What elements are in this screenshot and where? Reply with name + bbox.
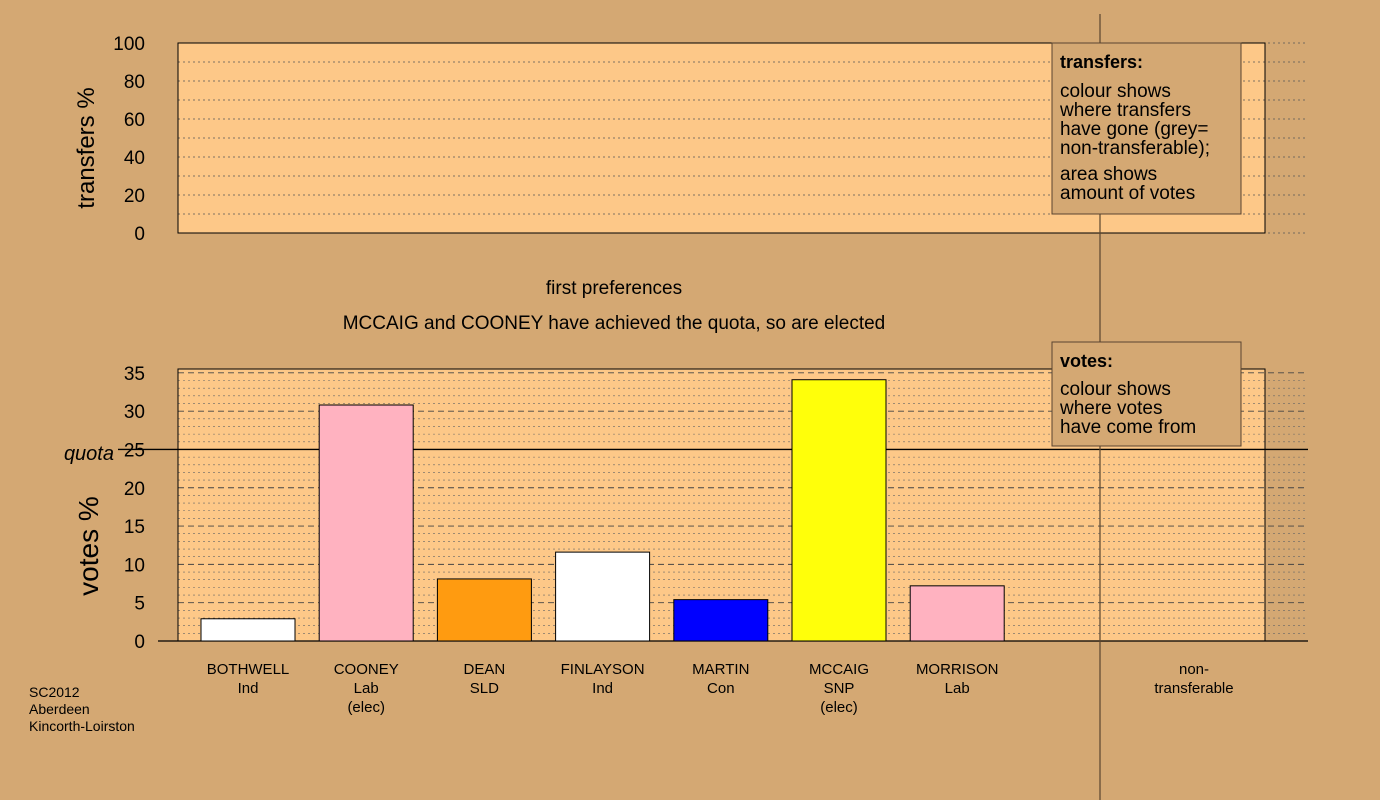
votes-plot-border <box>177 368 1266 642</box>
votes-tick-label: 0 <box>134 632 145 653</box>
quota-label: quota <box>64 443 114 465</box>
stage-subtitle: MCCAIG and COONEY have achieved the quot… <box>343 313 886 334</box>
transfers-legend-title: transfers: <box>1060 52 1143 72</box>
votes-tick-label: 5 <box>134 594 145 615</box>
candidate-name: COONEY <box>334 661 399 678</box>
transfers-legend-line: non-transferable); <box>1060 138 1210 159</box>
votes-legend-line: colour shows <box>1060 379 1171 400</box>
bar-martin <box>673 599 769 642</box>
footer-ward: Kincorth-Loirston <box>29 718 135 734</box>
candidate-name: FINLAYSON <box>561 661 645 678</box>
votes-bars <box>200 379 1005 642</box>
votes-legend-box <box>1051 341 1242 447</box>
transfers-tick-label: 100 <box>113 34 145 55</box>
transfers-y-axis-label: transfers % <box>73 87 100 208</box>
candidate-party: SLD <box>470 680 499 697</box>
transfers-plot-border <box>177 42 1266 234</box>
candidate-labels: BOTHWELL Ind COONEY Lab (elec) DEAN SLD FINLAYS… <box>207 661 999 716</box>
transfers-legend-line: have gone (grey= <box>1060 119 1208 140</box>
candidate-party: Lab <box>354 680 379 697</box>
votes-tick-label: 15 <box>124 517 145 538</box>
candidate-party: Con <box>707 680 735 697</box>
votes-tick-label: 25 <box>124 440 145 461</box>
transfers-legend-line: area shows <box>1060 164 1157 185</box>
transfers-legend-line: where transfers <box>1059 100 1191 121</box>
votes-tick-label: 20 <box>124 479 145 500</box>
footer-election: SC2012 <box>29 684 80 700</box>
bar-cooney <box>318 404 414 642</box>
transfers-legend-line: amount of votes <box>1060 183 1195 204</box>
transfers-tick-label: 60 <box>124 110 145 131</box>
bar-finlayson <box>555 551 651 642</box>
transfers-tick-label: 20 <box>124 186 145 207</box>
candidate-name: MARTIN <box>692 661 749 678</box>
candidate-name: MORRISON <box>916 661 999 678</box>
candidate-party: SNP <box>824 680 855 697</box>
transfers-legend-line: colour shows <box>1060 81 1171 102</box>
votes-y-ticks: 0 5 10 15 20 25 30 35 <box>124 364 145 653</box>
votes-tick-label: 35 <box>124 364 145 385</box>
transfers-legend-box <box>1051 42 1242 215</box>
stage-title: first preferences <box>546 278 682 299</box>
bar-bothwell <box>200 618 296 642</box>
candidate-party: Ind <box>592 680 613 697</box>
footer-council: Aberdeen <box>29 701 90 717</box>
candidate-name: DEAN <box>464 661 506 678</box>
nontransferable-label-line-1: non- <box>1179 661 1209 678</box>
votes-tick-label: 30 <box>124 402 145 423</box>
candidate-party: Ind <box>238 680 259 697</box>
votes-legend-line: have come from <box>1060 417 1196 438</box>
transfers-tick-label: 80 <box>124 72 145 93</box>
candidate-party: Lab <box>945 680 970 697</box>
candidate-name: MCCAIG <box>809 661 869 678</box>
votes-y-axis-label: votes % <box>73 496 104 596</box>
transfers-y-ticks: 0 20 40 60 80 100 <box>113 34 145 245</box>
bar-morrison <box>909 585 1005 642</box>
transfers-tick-label: 0 <box>134 224 145 245</box>
nontransferable-label-line-2: transferable <box>1154 680 1233 697</box>
votes-tick-label: 10 <box>124 555 145 576</box>
candidate-name: BOTHWELL <box>207 661 290 678</box>
candidate-status: (elec) <box>820 699 858 716</box>
votes-legend-title: votes: <box>1060 351 1113 371</box>
candidate-status: (elec) <box>347 699 385 716</box>
transfers-tick-label: 40 <box>124 148 145 169</box>
bar-mccaig <box>791 379 887 642</box>
votes-legend-line: where votes <box>1059 398 1162 419</box>
bar-dean <box>436 578 532 642</box>
